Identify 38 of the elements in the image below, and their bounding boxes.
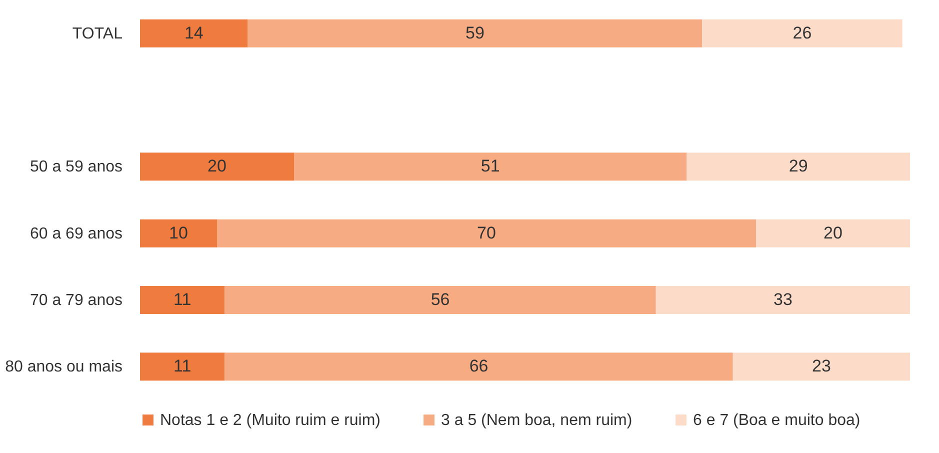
bar	[732, 352, 910, 381]
bar	[224, 286, 656, 314]
data-label: 20	[208, 156, 226, 176]
data-label: 51	[480, 156, 500, 176]
data-label: 66	[469, 356, 488, 376]
bar	[140, 352, 225, 381]
bar	[140, 219, 217, 248]
bar	[248, 19, 702, 48]
bar	[656, 286, 910, 314]
bar	[756, 219, 910, 248]
data-label: 20	[824, 223, 842, 242]
data-label: 33	[773, 290, 792, 309]
legend-label: Notas 1 e 2 (Muito ruim e ruim)	[160, 412, 381, 429]
y-tick-label: 80 anos ou mais	[5, 358, 122, 376]
bar	[140, 286, 225, 314]
y-tick-label: 50 a 59 anos	[30, 158, 122, 176]
bar	[140, 19, 248, 48]
legend-label: 3 a 5 (Nem boa, nem ruim)	[441, 412, 632, 429]
data-label: 59	[465, 23, 484, 42]
bar	[686, 152, 910, 181]
data-label: 10	[169, 223, 188, 242]
bar	[217, 219, 756, 248]
data-label: 14	[184, 23, 204, 42]
data-label: 56	[430, 290, 450, 309]
y-tick-label: 60 a 69 anos	[30, 225, 122, 242]
bar	[140, 152, 294, 181]
y-tick-label: 70 a 79 anos	[30, 292, 122, 309]
data-label: 26	[792, 23, 812, 42]
bar	[702, 19, 902, 48]
bar	[294, 152, 687, 181]
data-label: 70	[477, 223, 496, 242]
data-label: 23	[812, 356, 831, 376]
data-label: 11	[174, 290, 192, 309]
data-label: 29	[788, 156, 808, 176]
bar	[224, 352, 733, 381]
legend-label: 6 e 7 (Boa e muito boa)	[693, 412, 860, 429]
y-tick-label: TOTAL	[72, 25, 123, 42]
data-label: 11	[174, 356, 192, 376]
